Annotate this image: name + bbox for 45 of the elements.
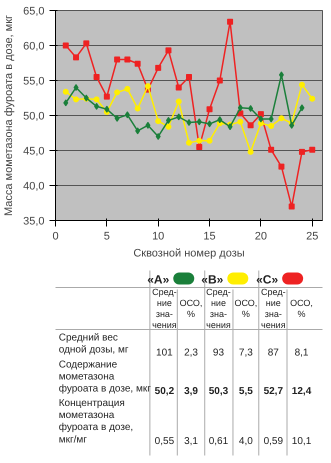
text: 52,7 <box>264 386 284 397</box>
x-tick-label: 5 <box>104 230 110 242</box>
x-tick-label: 0 <box>52 230 59 242</box>
x-tick-label: 10 <box>152 230 164 242</box>
y-tick-label: 35,0 <box>23 216 45 228</box>
y-tick-label: 55,0 <box>23 76 45 88</box>
text: 3,1 <box>184 436 198 447</box>
y-axis-title: Масса мометазона фуроата в дозе, мкг <box>3 14 16 216</box>
text: ОСО, % <box>180 298 202 319</box>
text: Сред- ние зна- чения <box>261 287 286 330</box>
text: 3,9 <box>184 386 198 397</box>
text: ОСО, % <box>234 298 258 319</box>
text: 0,59 <box>264 436 284 447</box>
text: 50,2 <box>154 386 175 397</box>
x-tick-label: 25 <box>306 230 318 242</box>
text: 5,5 <box>238 386 254 397</box>
y-tick-label: 40,0 <box>23 180 45 192</box>
text: 101 <box>156 348 174 358</box>
text: Средний вес одной дозы, мг <box>58 332 129 356</box>
text: 7,3 <box>238 348 254 358</box>
text: 2,3 <box>184 348 198 358</box>
text: Сред- ние зна- чения <box>152 287 177 330</box>
y-tick-label: 60,0 <box>23 40 45 52</box>
x-tick-label: 20 <box>254 230 268 242</box>
text: ОСО, % <box>290 298 313 319</box>
text: Концентрация мометазона фуроата в дозе, мкг/мг <box>58 398 134 446</box>
y-tick-label: 45,0 <box>23 146 45 158</box>
text: 50,3 <box>208 386 229 397</box>
text: 0,55 <box>154 436 175 447</box>
text: 10,1 <box>292 436 312 447</box>
legend-label: «A» <box>147 272 170 286</box>
text: Содержание мометазона фуроата в дозе, мкг <box>58 360 152 395</box>
text: Сред- ние зна- чения <box>206 287 231 330</box>
x-axis-title: Сквозной номер дозы <box>133 248 245 260</box>
text: 93 <box>212 348 224 358</box>
text: 0,61 <box>208 436 229 447</box>
y-tick-label: 65,0 <box>23 6 45 18</box>
y-tick-label: 50,0 <box>23 110 45 122</box>
legend-label: «C» <box>256 272 278 286</box>
x-tick-label: 15 <box>203 230 216 242</box>
legend-label: «B» <box>201 272 224 286</box>
text: 87 <box>268 348 280 358</box>
text: 4,0 <box>238 436 254 447</box>
text: 8,1 <box>294 348 309 358</box>
text: 12,4 <box>292 386 312 397</box>
